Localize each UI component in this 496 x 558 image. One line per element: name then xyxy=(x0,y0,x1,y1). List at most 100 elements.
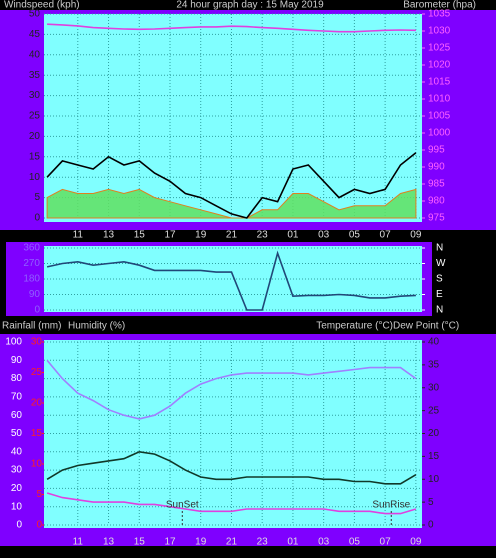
y2-tick-label: 20 xyxy=(428,428,440,439)
y2-tick-label: 25 xyxy=(428,405,440,416)
y-tick-label: 5 xyxy=(34,192,40,203)
y3-axis-label: Rainfall (mm) xyxy=(2,321,61,332)
y-tick-label: 180 xyxy=(23,274,40,285)
x-tick-label: 07 xyxy=(380,230,392,241)
x-tick-label: 03 xyxy=(318,537,330,548)
line xyxy=(46,450,417,485)
line xyxy=(46,359,417,420)
y2-tick-label: 990 xyxy=(428,162,445,173)
y3-tick-label: 25 xyxy=(31,367,43,378)
x-tick-label: 03 xyxy=(318,230,330,241)
y2-tick-label: 1005 xyxy=(428,111,451,122)
x-tick-label: 11 xyxy=(73,230,84,241)
y-tick-label: 10 xyxy=(11,501,23,512)
y-tick-label: 70 xyxy=(11,392,23,403)
x-tick-label: 15 xyxy=(134,537,146,548)
legend-label: Humidity (%) xyxy=(68,321,125,332)
y-tick-label: 80 xyxy=(11,373,23,384)
y2-tick-label: 1035 xyxy=(428,9,451,20)
y2-tick-label: 0 xyxy=(428,520,434,531)
y2-tick-label: N xyxy=(436,305,443,316)
x-tick-label: 11 xyxy=(73,537,84,548)
line xyxy=(47,23,416,33)
legend-label: Dew Point (°C) xyxy=(393,321,459,332)
y2-axis-label: Barometer (hpa) xyxy=(403,0,476,11)
y3-tick-label: 20 xyxy=(31,398,43,409)
y-tick-label: 40 xyxy=(11,446,23,457)
y-tick-label: 0 xyxy=(16,520,22,531)
y2-tick-label: 975 xyxy=(428,213,445,224)
y-axis-label: Windspeed (kph) xyxy=(4,0,80,11)
x-tick-label: 05 xyxy=(349,537,361,548)
y-tick-label: 60 xyxy=(11,410,23,421)
x-tick-label: 05 xyxy=(349,230,361,241)
y-tick-label: 50 xyxy=(29,9,41,20)
y3-tick-label: 10 xyxy=(31,459,43,470)
x-tick-label: 07 xyxy=(380,537,392,548)
y3-tick-label: 0 xyxy=(36,520,42,531)
y2-tick-label: 15 xyxy=(428,451,440,462)
y-tick-label: 270 xyxy=(23,258,40,269)
y-tick-label: 35 xyxy=(29,70,41,81)
y-tick-label: 45 xyxy=(29,29,41,40)
line xyxy=(46,492,417,515)
y-tick-label: 0 xyxy=(34,213,40,224)
y2-tick-label: E xyxy=(436,289,443,300)
y-tick-label: 20 xyxy=(29,131,41,142)
y2-tick-label: 5 xyxy=(428,497,434,508)
x-tick-label: 21 xyxy=(226,230,238,241)
x-tick-label: 01 xyxy=(287,537,299,548)
x-tick-label: 09 xyxy=(410,230,422,241)
annotation: SunSet xyxy=(166,500,199,511)
x-tick-label: 17 xyxy=(164,537,176,548)
y2-tick-label: 35 xyxy=(428,360,440,371)
x-tick-label: 15 xyxy=(134,230,146,241)
y2-tick-label: 1010 xyxy=(428,94,451,105)
x-tick-label: 23 xyxy=(257,230,269,241)
y-tick-label: 40 xyxy=(29,49,41,60)
y2-tick-label: 1015 xyxy=(428,77,451,88)
y-tick-label: 10 xyxy=(29,172,41,183)
x-tick-label: 19 xyxy=(195,537,207,548)
y-tick-label: 30 xyxy=(11,465,23,476)
y2-tick-label: 1025 xyxy=(428,43,451,54)
y-tick-label: 360 xyxy=(23,243,40,254)
x-tick-label: 23 xyxy=(257,537,269,548)
y-tick-label: 0 xyxy=(34,305,40,316)
x-tick-label: 13 xyxy=(103,230,115,241)
y2-tick-label: N xyxy=(436,243,443,254)
y2-tick-label: S xyxy=(436,274,443,285)
x-tick-label: 17 xyxy=(164,230,176,241)
annotation: SunRise xyxy=(372,500,410,511)
y3-tick-label: 30 xyxy=(31,337,43,348)
y3-tick-label: 5 xyxy=(36,489,42,500)
y-tick-label: 100 xyxy=(5,337,22,348)
line xyxy=(46,250,416,311)
line xyxy=(46,152,417,219)
y2-tick-label: 30 xyxy=(428,382,440,393)
y2-tick-label: 1020 xyxy=(428,60,451,71)
y2-tick-label: 1000 xyxy=(428,128,451,139)
legend-label: Temperature (°C) xyxy=(316,321,393,332)
y-tick-label: 20 xyxy=(11,483,23,494)
chart-title: 24 hour graph day : 15 May 2019 xyxy=(176,0,324,11)
y-tick-label: 30 xyxy=(29,90,41,101)
x-tick-label: 21 xyxy=(226,537,238,548)
y2-tick-label: 1030 xyxy=(428,26,451,37)
y2-tick-label: 995 xyxy=(428,145,445,156)
x-tick-label: 19 xyxy=(195,230,207,241)
y-tick-label: 90 xyxy=(29,289,41,300)
y2-tick-label: 980 xyxy=(428,196,445,207)
x-tick-label: 13 xyxy=(103,537,115,548)
y2-tick-label: 10 xyxy=(428,474,440,485)
y2-tick-label: 985 xyxy=(428,179,445,190)
y-tick-label: 50 xyxy=(11,428,23,439)
y2-tick-label: 40 xyxy=(428,337,440,348)
y-tick-label: 25 xyxy=(29,111,41,122)
x-tick-label: 01 xyxy=(287,230,299,241)
y-tick-label: 90 xyxy=(11,355,23,366)
area xyxy=(46,188,417,219)
plot-area xyxy=(44,14,422,222)
x-tick-label: 09 xyxy=(410,537,422,548)
